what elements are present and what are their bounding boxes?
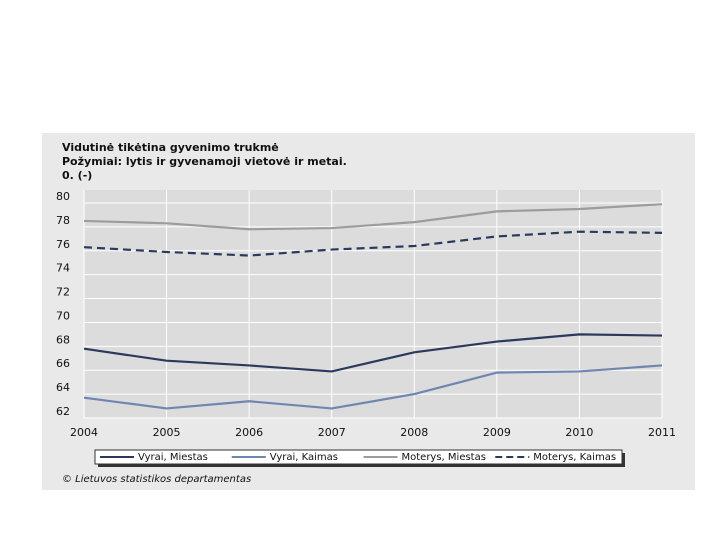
x-tick-label: 2007 — [318, 426, 346, 439]
source: © Lietuvos statistikos departamentas — [62, 474, 251, 485]
y-tick-label: 62 — [56, 405, 70, 418]
y-tick-label: 78 — [56, 214, 70, 227]
x-tick-label: 2009 — [483, 426, 511, 439]
y-tick-label: 70 — [56, 309, 70, 322]
y-tick-label: 64 — [56, 381, 70, 394]
legend-label: Moterys, Miestas — [402, 452, 486, 463]
series-line — [83, 203, 663, 231]
y-tick-label: 80 — [56, 190, 70, 203]
legend-label: Moterys, Kaimas — [533, 452, 616, 463]
legend-label: Vyrai, Kaimas — [270, 452, 338, 463]
y-tick-label: 74 — [56, 262, 70, 275]
x-tick-label: 2010 — [565, 426, 593, 439]
unit-label: 0. (-) — [62, 169, 92, 182]
x-tick-label: 2008 — [400, 426, 428, 439]
x-tick-label: 2005 — [153, 426, 181, 439]
plot-area — [84, 190, 662, 418]
series-line — [83, 230, 663, 257]
legend-label: Vyrai, Miestas — [138, 452, 208, 463]
subtitle: Požymiai: lytis ir gyvenamoji vietovė ir… — [62, 155, 347, 168]
y-tick-label: 68 — [56, 333, 70, 346]
y-tick-label: 66 — [56, 357, 70, 370]
series-line — [83, 333, 663, 373]
x-tick-label: 2006 — [235, 426, 263, 439]
x-tick-label: 2011 — [648, 426, 676, 439]
y-tick-label: 72 — [56, 286, 70, 299]
x-tick-label: 2004 — [70, 426, 98, 439]
y-tick-label: 76 — [56, 238, 70, 251]
chart-title: Vidutinė tikėtina gyvenimo trukmė — [62, 141, 279, 154]
series-line — [83, 364, 663, 410]
legend — [94, 449, 623, 465]
